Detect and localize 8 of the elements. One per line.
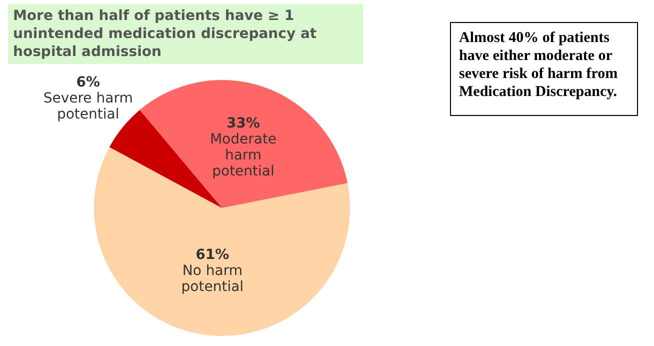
slice-label: Severe harm potential <box>43 90 133 122</box>
data-label: 6% <box>76 74 100 90</box>
slice-label: Moderate harm potential <box>210 131 277 180</box>
text: Almost 40% of patients have either moderate or severe risk of harm from Medication Discrepancy. <box>450 22 638 116</box>
data-label: 61% <box>196 246 230 263</box>
slice-label: No harm potential <box>181 262 244 295</box>
data-label: 33% <box>226 115 260 132</box>
chart-title: More than half of patients have ≥ 1 unintended medication discrepancy at hospital admission <box>8 4 363 64</box>
